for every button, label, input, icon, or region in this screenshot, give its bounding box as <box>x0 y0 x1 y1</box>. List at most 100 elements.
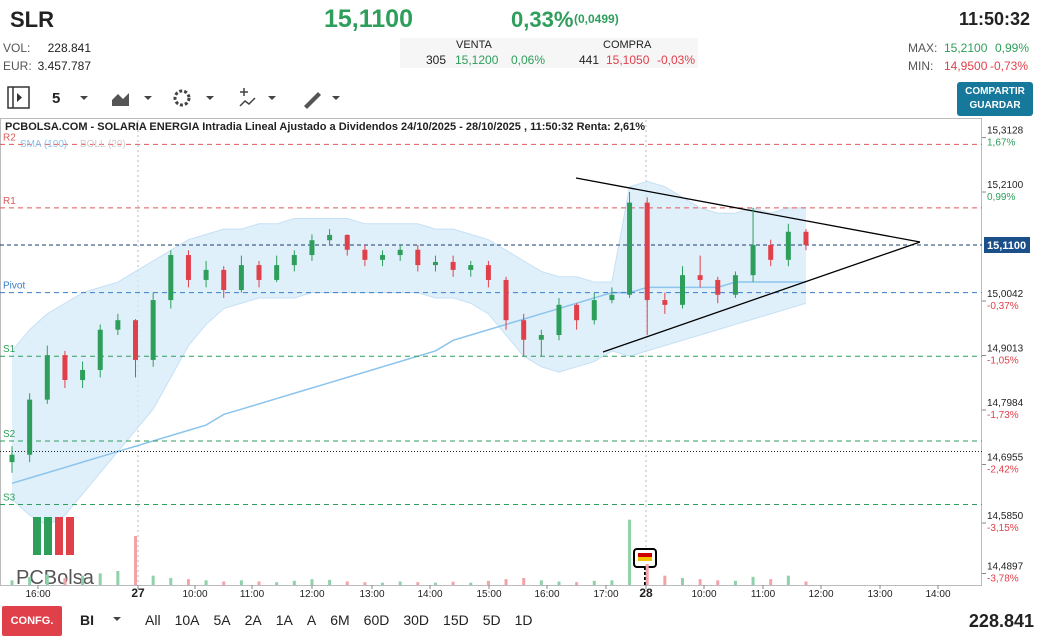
period-button[interactable]: 10A <box>174 612 200 628</box>
volume-bar <box>345 581 349 585</box>
candle-body <box>115 320 121 330</box>
y-tick-label: 14,4897 <box>987 562 1024 573</box>
pivot-label: S1 <box>3 344 16 355</box>
dropdown-arrow[interactable] <box>206 96 214 100</box>
candle-body <box>133 320 139 360</box>
period-button[interactable]: 6M <box>330 612 350 628</box>
candle-body <box>185 255 191 280</box>
x-tick-label: 13:00 <box>359 589 384 600</box>
volume-bar <box>63 578 67 585</box>
candle-body <box>662 300 668 305</box>
y-tick-change: -3,15% <box>987 523 1019 534</box>
period-button[interactable]: 60D <box>363 612 390 628</box>
candle-body <box>768 244 774 260</box>
draw-tool[interactable] <box>304 92 321 109</box>
period-button[interactable]: 30D <box>403 612 430 628</box>
pivot-label: S2 <box>3 429 16 440</box>
period-button[interactable]: 5D <box>482 612 501 628</box>
candle-body <box>732 275 738 295</box>
candle-body <box>327 234 333 241</box>
period-button[interactable]: 5A <box>213 612 231 628</box>
plot-frame <box>0 118 982 586</box>
period-button[interactable]: A <box>306 612 317 628</box>
volume-bar <box>769 579 773 585</box>
period-button[interactable]: 1A <box>275 612 293 628</box>
period-button[interactable]: 15D <box>443 612 469 628</box>
toolbar: 5 <box>7 86 340 109</box>
candle-body <box>256 265 262 280</box>
last-price-label: 15,1100 <box>987 240 1026 252</box>
candle-body <box>80 369 86 381</box>
y-tick-label: 14,9013 <box>987 344 1024 355</box>
candle-body <box>397 249 403 256</box>
min-pct: -0,73% <box>990 59 1029 73</box>
pivot-label: R2 <box>3 132 16 143</box>
bollinger-band <box>12 181 806 526</box>
dropdown-arrow[interactable] <box>80 96 88 100</box>
dropdown-arrow[interactable] <box>268 96 276 100</box>
mode-arrow[interactable] <box>110 612 124 626</box>
x-tick-label: 12:00 <box>299 589 324 600</box>
volume-bar <box>786 575 790 585</box>
config-button[interactable]: CONFG. <box>2 606 62 636</box>
legend-sma: SMA (100) <box>20 139 67 150</box>
symbol: SLR <box>10 7 54 32</box>
logo: PCBolsa <box>16 517 95 589</box>
x-tick-label: 13:00 <box>867 589 892 600</box>
volume-bar <box>486 580 490 585</box>
y-tick-change: -0,37% <box>987 301 1019 312</box>
flag-marker <box>633 548 657 585</box>
candle-body <box>221 269 227 291</box>
volume-bar <box>98 573 102 585</box>
volume-bar <box>10 580 14 585</box>
y-tick-label: 15,0042 <box>987 289 1024 300</box>
x-tick-label: 16:00 <box>534 589 559 600</box>
volume-bar <box>451 581 455 585</box>
bollinger-upper <box>11 180 806 352</box>
chart-title: PCBOLSA.COM - SOLARIA ENERGIA Intradia L… <box>5 121 645 133</box>
change-abs: (0,0499) <box>574 12 619 26</box>
share-text: COMPARTIR <box>965 86 1025 97</box>
y-tick-label: 14,6955 <box>987 453 1024 464</box>
candle-body <box>168 255 174 301</box>
period-button[interactable]: 2A <box>244 612 262 628</box>
dropdown-arrow[interactable] <box>144 96 152 100</box>
x-tick-label: 14:00 <box>417 589 442 600</box>
candle-body <box>309 240 315 256</box>
panel-toggle[interactable] <box>7 86 30 109</box>
pivot-label: Pivot <box>3 281 25 292</box>
volume-bar <box>575 582 579 585</box>
period-button[interactable]: All <box>145 612 161 628</box>
interval[interactable]: 5 <box>52 90 60 107</box>
volume-bar <box>28 576 32 585</box>
period-button[interactable]: 1D <box>514 612 533 628</box>
y-tick-change: 0,99% <box>987 192 1015 203</box>
compra-pct: -0,03% <box>657 53 696 67</box>
share-button[interactable]: COMPARTIR GUARDAR <box>957 82 1033 116</box>
candle-body <box>62 355 68 381</box>
trend-line <box>575 177 921 243</box>
mode[interactable]: BI <box>80 612 94 628</box>
volume-bar <box>204 580 208 585</box>
chart-type[interactable] <box>112 93 129 106</box>
compra-label: COMPRA <box>603 39 652 51</box>
y-tick-change: -1,05% <box>987 356 1019 367</box>
volume-bar <box>186 579 190 585</box>
sma-line <box>11 281 806 485</box>
candle-body <box>44 355 50 400</box>
volume-bar <box>733 580 737 585</box>
y-tick-label: 15,3128 <box>987 126 1024 137</box>
venta-pct: 0,06% <box>511 53 546 67</box>
x-tick-label: 10:00 <box>691 589 716 600</box>
volume-bar <box>151 575 155 585</box>
trend-line <box>602 241 921 353</box>
candle-body <box>9 454 15 463</box>
y-tick-change: -3,78% <box>987 574 1019 585</box>
volume-bar <box>504 579 508 585</box>
legend-boll: BOLL (20) <box>80 139 126 150</box>
indicators[interactable] <box>239 88 256 107</box>
dropdown-arrow[interactable] <box>332 96 340 100</box>
volume-bar <box>222 581 226 585</box>
settings[interactable] <box>173 89 191 107</box>
vol: 228.841 <box>47 41 91 55</box>
